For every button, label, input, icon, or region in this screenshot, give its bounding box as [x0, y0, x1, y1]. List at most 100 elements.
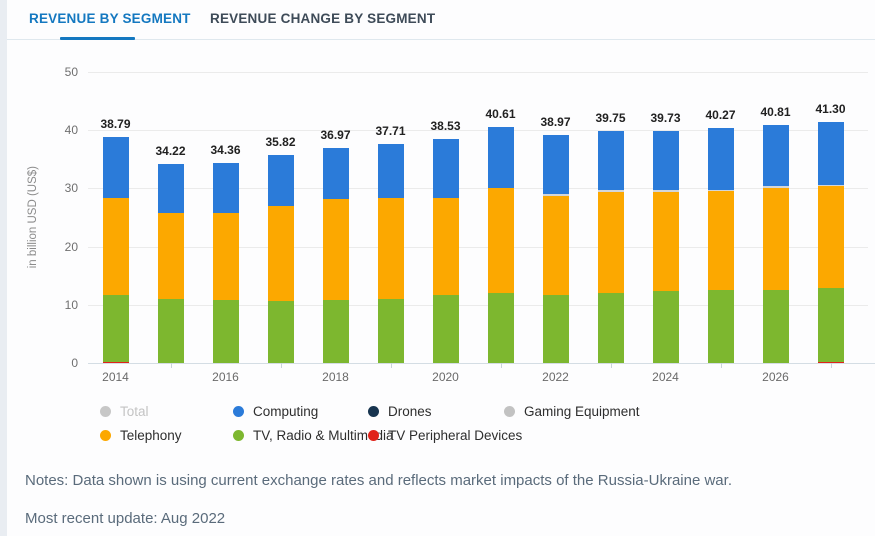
bar-segment-2018-computing[interactable]	[322, 147, 349, 200]
legend-item-tv-peripheral-devices[interactable]: TV Peripheral Devices	[368, 428, 522, 443]
bar-segment-2016-telephony[interactable]	[212, 212, 239, 300]
legend-item-tv-radio-multimedia[interactable]: TV, Radio & Multimedia	[233, 428, 394, 443]
gridline-50	[88, 72, 868, 73]
bar-segment-2020-telephony[interactable]	[432, 198, 459, 295]
bar-segment-2021-telephony[interactable]	[487, 188, 514, 293]
bar-2015[interactable]	[157, 163, 184, 363]
bar-2018[interactable]	[322, 147, 349, 363]
y-axis-title: in billion USD (US$)	[27, 166, 39, 269]
legend-item-drones[interactable]: Drones	[368, 404, 432, 419]
bar-segment-2026-tv-radio-multimedia[interactable]	[762, 289, 789, 363]
bar-segment-2014-computing[interactable]	[102, 136, 129, 198]
bar-2026[interactable]	[762, 124, 789, 363]
bar-segment-2017-computing[interactable]	[267, 154, 294, 206]
bar-segment-2021-tv-radio-multimedia[interactable]	[487, 292, 514, 363]
legend-dot-icon	[504, 406, 515, 417]
bar-slot-2014: 38.79 2014	[88, 72, 143, 384]
bar-segment-2022-telephony[interactable]	[542, 195, 569, 295]
bar-2027[interactable]	[817, 121, 844, 363]
legend-item-gaming-equipment[interactable]: Gaming Equipment	[504, 404, 640, 419]
bar-total-label-2021: 40.61	[485, 106, 516, 121]
bar-slot-2023: 39.75	[583, 72, 638, 368]
bar-segment-2021-computing[interactable]	[487, 126, 514, 189]
bar-2019[interactable]	[377, 143, 404, 363]
bar-segment-2022-gaming-equipment[interactable]	[542, 194, 569, 196]
bar-segment-2022-computing[interactable]	[542, 135, 569, 195]
x-axis-label-2022: 2022	[542, 370, 569, 384]
active-tab-underline	[60, 37, 135, 40]
bar-2020[interactable]	[432, 138, 459, 363]
bar-2016[interactable]	[212, 163, 239, 363]
bar-segment-2023-tv-radio-multimedia[interactable]	[597, 293, 624, 363]
bar-slot-2022: 38.97 2022	[528, 72, 583, 384]
legend-label: TV, Radio & Multimedia	[253, 428, 394, 443]
bars: 38.79 2014 34.22 34.36 2016 35.82 36.97 2018 37.…	[88, 72, 858, 384]
bar-total-label-2014: 38.79	[100, 116, 131, 131]
bar-segment-2023-computing[interactable]	[597, 130, 624, 191]
bar-segment-2024-gaming-equipment[interactable]	[652, 190, 679, 192]
bar-segment-2018-tv-radio-multimedia[interactable]	[322, 299, 349, 363]
bar-segment-2020-computing[interactable]	[432, 138, 459, 199]
gridline-10	[88, 304, 868, 306]
bar-segment-2024-telephony[interactable]	[652, 191, 679, 292]
bar-segment-2026-computing[interactable]	[762, 124, 789, 187]
bar-segment-2025-computing[interactable]	[707, 128, 734, 190]
bar-2024[interactable]	[652, 130, 679, 363]
bar-segment-2019-telephony[interactable]	[377, 197, 404, 299]
bar-slot-2025: 40.27	[693, 72, 748, 368]
bar-segment-2014-tv-peripheral-devices[interactable]	[102, 361, 129, 363]
bar-segment-2022-tv-radio-multimedia[interactable]	[542, 294, 569, 363]
legend-label: Gaming Equipment	[524, 404, 640, 419]
bar-segment-2025-tv-radio-multimedia[interactable]	[707, 290, 734, 363]
bar-segment-2018-telephony[interactable]	[322, 199, 349, 300]
bar-segment-2016-tv-radio-multimedia[interactable]	[212, 299, 239, 363]
bar-segment-2024-computing[interactable]	[652, 130, 679, 191]
bar-segment-2016-computing[interactable]	[212, 163, 239, 213]
bar-segment-2019-computing[interactable]	[377, 143, 404, 198]
bar-segment-2023-gaming-equipment[interactable]	[597, 190, 624, 192]
bar-segment-2015-telephony[interactable]	[157, 212, 184, 299]
legend-item-total[interactable]: Total	[100, 404, 149, 419]
bar-segment-2025-gaming-equipment[interactable]	[707, 189, 734, 192]
bar-segment-2020-tv-radio-multimedia[interactable]	[432, 294, 459, 363]
bar-segment-2015-computing[interactable]	[157, 163, 184, 213]
bar-segment-2024-tv-radio-multimedia[interactable]	[652, 291, 679, 363]
bar-total-label-2023: 39.75	[595, 110, 626, 125]
bar-2022[interactable]	[542, 135, 569, 363]
bar-total-label-2022: 38.97	[540, 115, 571, 130]
bar-2017[interactable]	[267, 154, 294, 363]
bar-2025[interactable]	[707, 128, 734, 363]
bar-segment-2017-tv-radio-multimedia[interactable]	[267, 300, 294, 363]
x-axis-label-2018: 2018	[322, 370, 349, 384]
bar-segment-2025-telephony[interactable]	[707, 191, 734, 291]
bar-segment-2026-gaming-equipment[interactable]	[762, 186, 789, 188]
bar-segment-2026-telephony[interactable]	[762, 187, 789, 290]
bar-segment-2027-telephony[interactable]	[817, 186, 844, 289]
bar-slot-2015: 34.22	[143, 72, 198, 368]
bar-segment-2015-tv-radio-multimedia[interactable]	[157, 298, 184, 363]
bar-segment-2023-telephony[interactable]	[597, 191, 624, 294]
x-axis-label-2014: 2014	[102, 370, 129, 384]
legend-item-computing[interactable]: Computing	[233, 404, 318, 419]
bar-2014[interactable]	[102, 136, 129, 363]
x-axis-tick	[280, 363, 282, 368]
tab-revenue-change-by-segment[interactable]: REVENUE CHANGE BY SEGMENT	[210, 11, 436, 26]
bar-segment-2027-computing[interactable]	[817, 121, 844, 185]
bar-segment-2019-tv-radio-multimedia[interactable]	[377, 298, 404, 363]
bar-2023[interactable]	[597, 130, 624, 363]
bar-segment-2014-telephony[interactable]	[102, 197, 129, 296]
bar-segment-2017-telephony[interactable]	[267, 205, 294, 301]
bar-segment-2014-tv-radio-multimedia[interactable]	[102, 295, 129, 362]
legend-item-telephony[interactable]: Telephony	[100, 428, 182, 443]
gridline-30	[88, 188, 868, 190]
legend-dot-icon	[233, 430, 244, 441]
bar-slot-2020: 38.53 2020	[418, 72, 473, 384]
bar-segment-2027-tv-peripheral-devices[interactable]	[817, 361, 844, 363]
bar-segment-2027-tv-radio-multimedia[interactable]	[817, 288, 844, 362]
bar-total-label-2020: 38.53	[430, 118, 461, 133]
bar-total-label-2025: 40.27	[705, 108, 736, 123]
bar-2021[interactable]	[487, 126, 514, 363]
legend-label: TV Peripheral Devices	[388, 428, 523, 443]
bar-segment-2027-gaming-equipment[interactable]	[817, 184, 844, 187]
tab-revenue-by-segment[interactable]: REVENUE BY SEGMENT	[29, 11, 191, 26]
